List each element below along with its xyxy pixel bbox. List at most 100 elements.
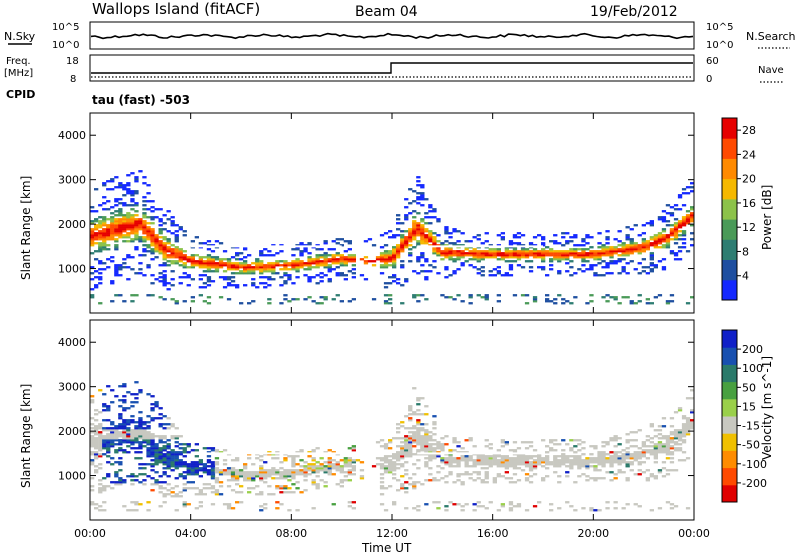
heatmap-cell bbox=[174, 260, 179, 263]
heatmap-cell bbox=[605, 254, 610, 257]
heatmap-cell bbox=[106, 244, 111, 247]
heatmap-cell bbox=[472, 479, 477, 482]
heatmap-cell bbox=[665, 445, 671, 448]
heatmap-cell bbox=[480, 258, 485, 261]
heatmap-cell bbox=[142, 483, 147, 486]
heatmap-cell bbox=[166, 254, 171, 257]
colorbar-tick-label: 15 bbox=[742, 400, 756, 413]
heatmap-cell bbox=[685, 302, 691, 305]
heatmap-cell bbox=[210, 280, 216, 283]
heatmap-cell bbox=[641, 455, 646, 458]
heatmap-cell bbox=[681, 435, 687, 438]
heatmap-cell bbox=[299, 244, 304, 247]
heatmap-cell bbox=[428, 216, 433, 219]
heatmap-cell bbox=[392, 469, 397, 472]
heatmap-cell bbox=[138, 222, 143, 225]
heatmap-cell bbox=[657, 242, 663, 245]
colorbar-tick-label: -50 bbox=[742, 439, 760, 452]
heatmap-cell bbox=[392, 254, 397, 257]
heatmap-cell bbox=[94, 286, 99, 289]
heatmap-cell bbox=[383, 487, 389, 490]
heatmap-cell bbox=[106, 437, 111, 440]
heatmap-cell bbox=[613, 455, 618, 458]
heatmap-cell bbox=[251, 270, 256, 273]
heatmap-cell bbox=[508, 244, 514, 247]
heatmap-cell bbox=[379, 260, 385, 263]
heatmap-cell bbox=[287, 276, 292, 279]
heatmap-cell bbox=[444, 475, 449, 478]
heatmap-cell bbox=[392, 250, 397, 253]
heatmap-cell bbox=[456, 457, 461, 460]
heatmap-cell bbox=[166, 483, 171, 486]
heatmap-cell bbox=[420, 192, 425, 195]
heatmap-cell bbox=[275, 471, 280, 474]
heatmap-cell bbox=[476, 473, 481, 476]
heatmap-cell bbox=[206, 459, 212, 462]
heatmap-cell bbox=[516, 242, 522, 245]
heatmap-cell bbox=[166, 240, 171, 243]
heatmap-cell bbox=[404, 491, 409, 494]
heatmap-cell bbox=[420, 435, 425, 438]
heatmap-cell bbox=[685, 425, 691, 428]
heatmap-cell bbox=[102, 216, 107, 219]
heatmap-cell bbox=[130, 224, 135, 227]
heatmap-cell bbox=[637, 300, 642, 303]
heatmap-cell bbox=[396, 278, 401, 281]
heatmap-cell bbox=[677, 449, 683, 452]
heatmap-cell bbox=[569, 467, 574, 470]
heatmap-cell bbox=[416, 240, 421, 243]
heatmap-cell bbox=[649, 222, 654, 225]
heatmap-cell bbox=[134, 228, 139, 231]
heatmap-cell bbox=[102, 202, 107, 205]
heatmap-cell bbox=[263, 254, 268, 257]
heatmap-cell bbox=[194, 487, 199, 490]
heatmap-cell bbox=[146, 415, 151, 418]
heatmap-cell bbox=[516, 459, 522, 462]
heatmap-cell bbox=[154, 240, 159, 243]
heatmap-cell bbox=[166, 457, 171, 460]
heatmap-cell bbox=[432, 433, 437, 436]
heatmap-cell bbox=[476, 234, 481, 237]
heatmap-cell bbox=[581, 256, 586, 259]
heatmap-cell bbox=[621, 296, 626, 299]
heatmap-cell bbox=[665, 220, 671, 223]
heatmap-cell bbox=[416, 222, 421, 225]
heatmap-cell bbox=[649, 451, 654, 454]
heatmap-cell bbox=[379, 485, 385, 488]
heatmap-cell bbox=[347, 254, 352, 257]
heatmap-cell bbox=[472, 266, 477, 269]
heatmap-cell bbox=[452, 439, 457, 442]
heatmap-cell bbox=[90, 463, 95, 466]
heatmap-cell bbox=[460, 254, 465, 257]
heatmap-cell bbox=[186, 274, 191, 277]
heatmap-cell bbox=[351, 501, 356, 504]
heatmap-cell bbox=[685, 192, 691, 195]
heatmap-cell bbox=[307, 473, 312, 476]
heatmap-cell bbox=[428, 445, 433, 448]
heatmap-cell bbox=[122, 204, 127, 207]
heatmap-cell bbox=[504, 443, 509, 446]
heatmap-cell bbox=[416, 256, 421, 259]
heatmap-cell bbox=[420, 445, 425, 448]
heatmap-cell bbox=[508, 242, 514, 245]
heatmap-cell bbox=[549, 463, 554, 466]
heatmap-cell bbox=[118, 266, 123, 269]
heatmap-cell bbox=[126, 451, 131, 454]
heatmap-cell bbox=[508, 260, 514, 263]
heatmap-cell bbox=[166, 282, 171, 285]
heatmap-cell bbox=[146, 475, 151, 478]
heatmap-cell bbox=[440, 443, 445, 446]
heatmap-cell bbox=[166, 250, 171, 253]
heatmap-cell bbox=[496, 300, 501, 303]
heatmap-cell bbox=[110, 280, 115, 283]
heatmap-cell bbox=[214, 449, 220, 452]
heatmap-cell bbox=[126, 421, 131, 424]
heatmap-cell bbox=[375, 463, 381, 466]
heatmap-cell bbox=[416, 433, 421, 436]
heatmap-cell bbox=[239, 252, 244, 255]
heatmap-cell bbox=[528, 465, 534, 468]
heatmap-cell bbox=[154, 481, 159, 484]
heatmap-cell bbox=[98, 236, 103, 239]
heatmap-cell bbox=[440, 477, 445, 480]
